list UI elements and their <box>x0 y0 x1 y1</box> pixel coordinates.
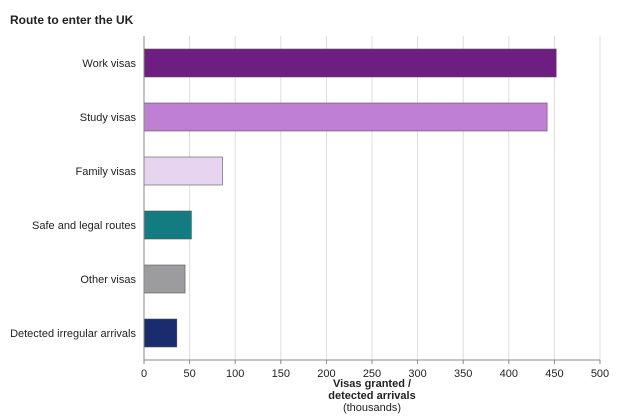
x-tick-label: 100 <box>226 368 244 380</box>
x-tick-label: 400 <box>500 368 518 380</box>
x-tick-label: 500 <box>591 368 609 380</box>
bars <box>143 48 557 348</box>
bar <box>143 210 192 240</box>
bar <box>143 264 186 294</box>
x-tick-label: 350 <box>454 368 472 380</box>
category-label: Safe and legal routes <box>32 220 136 232</box>
x-tick-label: 300 <box>408 368 426 380</box>
x-axis-unit-label: (thousands) <box>343 402 401 414</box>
category-labels: Work visas Study visas Family visas Safe an… <box>10 58 136 340</box>
bar <box>143 156 223 186</box>
x-axis-label-line1: Visas granted / <box>333 378 411 390</box>
x-axis-label-line2: detected arrivals <box>328 390 415 402</box>
x-tick-label: 450 <box>545 368 563 380</box>
bar <box>143 48 557 78</box>
category-label: Family visas <box>75 166 136 178</box>
x-tick-label: 200 <box>317 368 335 380</box>
x-tick-label: 50 <box>183 368 195 380</box>
x-tick-label: 0 <box>141 368 147 380</box>
grid-lines <box>189 36 601 360</box>
x-tick-label: 250 <box>363 368 381 380</box>
bar <box>143 102 548 132</box>
category-label: Other visas <box>80 274 136 286</box>
bar <box>143 318 178 348</box>
x-axis-ticks: 0 50 100 150 200 250 300 350 400 450 500 <box>141 360 609 380</box>
category-label: Study visas <box>80 112 137 124</box>
x-tick-label: 150 <box>272 368 290 380</box>
category-label: Detected irregular arrivals <box>10 328 136 340</box>
chart-title: Route to enter the UK <box>10 13 134 27</box>
category-label: Work visas <box>82 58 136 70</box>
